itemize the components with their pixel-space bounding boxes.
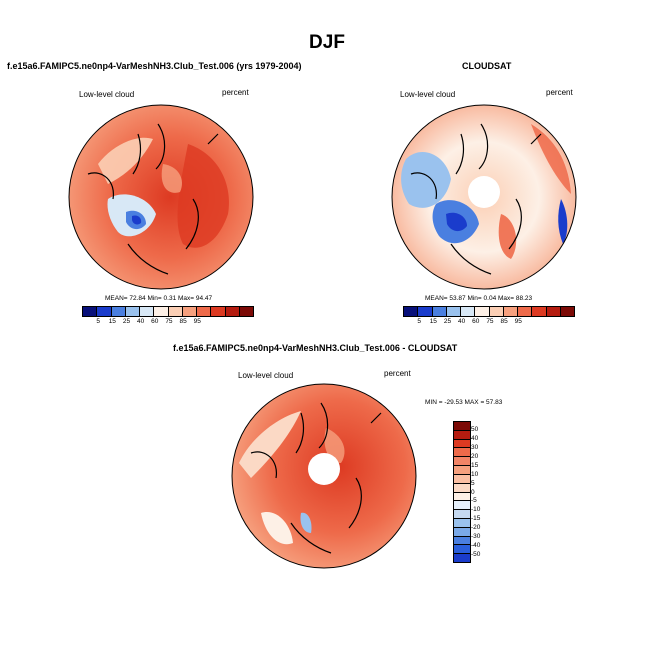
difference-colorbar-swatch [454, 501, 470, 511]
model-colorbar-swatch [111, 307, 126, 316]
cloudsat-colorbar-tick-label: 85 [500, 318, 508, 325]
difference-variable-label: Low-level cloud [238, 371, 294, 380]
cloudsat-colorbar-swatch [446, 307, 461, 316]
difference-colorbar-tick-label: 40 [471, 435, 479, 443]
cloudsat-colorbar-swatch [475, 307, 490, 316]
cloudsat-colorbar-swatch [404, 307, 419, 316]
difference-panel-title: f.e15a6.FAMIPC5.ne0np4-VarMeshNH3.Club_T… [173, 343, 458, 353]
difference-units-label: percent [384, 369, 411, 378]
difference-colorbar-tick-label: -50 [471, 550, 481, 558]
cloudsat-colorbar-tick-label: 5 [417, 318, 421, 325]
difference-colorbar-swatch [454, 430, 470, 440]
difference-colorbar-tick-label: -10 [471, 506, 481, 514]
model-colorbar-tick-label: 75 [165, 318, 173, 325]
model-units-label: percent [222, 88, 249, 97]
model-colorbar-swatch [211, 307, 226, 316]
model-colorbar-swatch [168, 307, 183, 316]
model-colorbar-tick-label: 60 [151, 318, 159, 325]
cloudsat-colorbar-swatch [461, 307, 476, 316]
difference-colorbar-spacer [471, 559, 480, 563]
cloudsat-panel-title: CLOUDSAT [462, 61, 512, 71]
cloudsat-colorbar-swatch [432, 307, 447, 316]
difference-colorbar-swatch [454, 448, 470, 458]
model-colorbar-tick-label: 25 [122, 318, 131, 325]
cloudsat-colorbar-labels: 5 15 25 40 60 75 85 95 [405, 318, 525, 325]
cloudsat-colorbar [403, 306, 575, 317]
cloudsat-colorbar-swatch [418, 307, 433, 316]
difference-colorbar-swatch [454, 554, 470, 562]
model-colorbar [82, 306, 254, 317]
model-panel-title: f.e15a6.FAMIPC5.ne0np4-VarMeshNH3.Club_T… [7, 61, 302, 71]
model-colorbar-labels: 5 15 25 40 60 75 85 95 [84, 318, 204, 325]
difference-colorbar-swatch [454, 457, 470, 467]
model-colorbar-swatch [125, 307, 140, 316]
difference-polar-map [231, 383, 417, 569]
cloudsat-colorbar-swatch [503, 307, 518, 316]
difference-colorbar-tick-label: 20 [471, 453, 479, 460]
difference-colorbar-tick-label: 30 [471, 444, 479, 452]
difference-colorbar-swatch [454, 518, 470, 528]
model-polar-map [68, 104, 254, 290]
model-colorbar-swatch [182, 307, 197, 316]
difference-colorbar-swatch [454, 483, 470, 493]
figure-title: DJF [309, 32, 345, 53]
difference-colorbar-tick-label: 0 [471, 488, 475, 496]
difference-colorbar-labels: 50 40 30 20 15 10 5 0 -5 -10 -15 -20 -30 -40 -50 [471, 421, 480, 563]
difference-colorbar-swatch [454, 439, 470, 449]
cloudsat-colorbar-tick-label: 15 [429, 318, 437, 325]
model-colorbar-tick-label: 15 [108, 318, 116, 325]
difference-colorbar [453, 421, 471, 563]
cloudsat-variable-label: Low-level cloud [400, 90, 456, 99]
difference-colorbar-tick-label: 5 [471, 479, 475, 487]
cloudsat-colorbar-tick-label: 75 [486, 318, 494, 325]
model-colorbar-swatch [154, 307, 169, 316]
cloudsat-colorbar-tick-label: 40 [458, 318, 466, 325]
cloudsat-colorbar-swatch [546, 307, 561, 316]
model-stats: MEAN= 72.84 Min= 0.31 Max= 94.47 [105, 295, 213, 302]
difference-colorbar-tick-label: -20 [471, 524, 481, 531]
model-colorbar-tick-label: 85 [179, 318, 187, 325]
model-colorbar-tick-label: 40 [137, 318, 145, 325]
model-colorbar-swatch [140, 307, 155, 316]
cloudsat-colorbar-swatch [518, 307, 533, 316]
difference-colorbar-tick-label: 15 [471, 461, 479, 469]
model-colorbar-tick-label: 5 [96, 318, 100, 325]
model-colorbar-swatch [225, 307, 240, 316]
cloudsat-colorbar-tick-label: 25 [443, 318, 452, 325]
difference-colorbar-swatch [454, 527, 470, 537]
difference-colorbar-swatch [454, 422, 470, 431]
cloudsat-polar-map [391, 104, 577, 290]
difference-colorbar-swatch [454, 510, 470, 519]
model-colorbar-swatch [197, 307, 212, 316]
difference-colorbar-swatch [454, 545, 470, 555]
difference-colorbar-tick-label: -15 [471, 515, 481, 523]
model-variable-label: Low-level cloud [79, 90, 135, 99]
difference-colorbar-tick-label: 50 [471, 426, 479, 434]
model-colorbar-swatch [239, 307, 253, 316]
difference-colorbar-tick-label: -5 [471, 497, 477, 505]
model-colorbar-swatch [83, 307, 98, 316]
difference-colorbar-tick-label: -30 [471, 532, 481, 540]
cloudsat-colorbar-tick-label: 95 [514, 318, 522, 325]
cloudsat-colorbar-tick-label: 60 [472, 318, 480, 325]
cloudsat-units-label: percent [546, 88, 573, 97]
difference-colorbar-tick-label: 10 [471, 470, 479, 478]
cloudsat-colorbar-swatch [560, 307, 574, 316]
cloudsat-colorbar-swatch [489, 307, 504, 316]
cloudsat-colorbar-swatch [532, 307, 547, 316]
difference-colorbar-swatch [454, 492, 470, 502]
difference-colorbar-swatch [454, 536, 470, 546]
model-colorbar-swatch [97, 307, 112, 316]
model-colorbar-tick-label: 95 [193, 318, 201, 325]
difference-stats: MIN = -29.53 MAX = 57.83 [425, 399, 503, 406]
difference-colorbar-tick-label: -40 [471, 541, 481, 549]
cloudsat-stats: MEAN= 53.87 Min= 0.04 Max= 88.23 [425, 295, 533, 302]
difference-colorbar-swatch [454, 474, 470, 484]
difference-colorbar-swatch [454, 466, 470, 475]
